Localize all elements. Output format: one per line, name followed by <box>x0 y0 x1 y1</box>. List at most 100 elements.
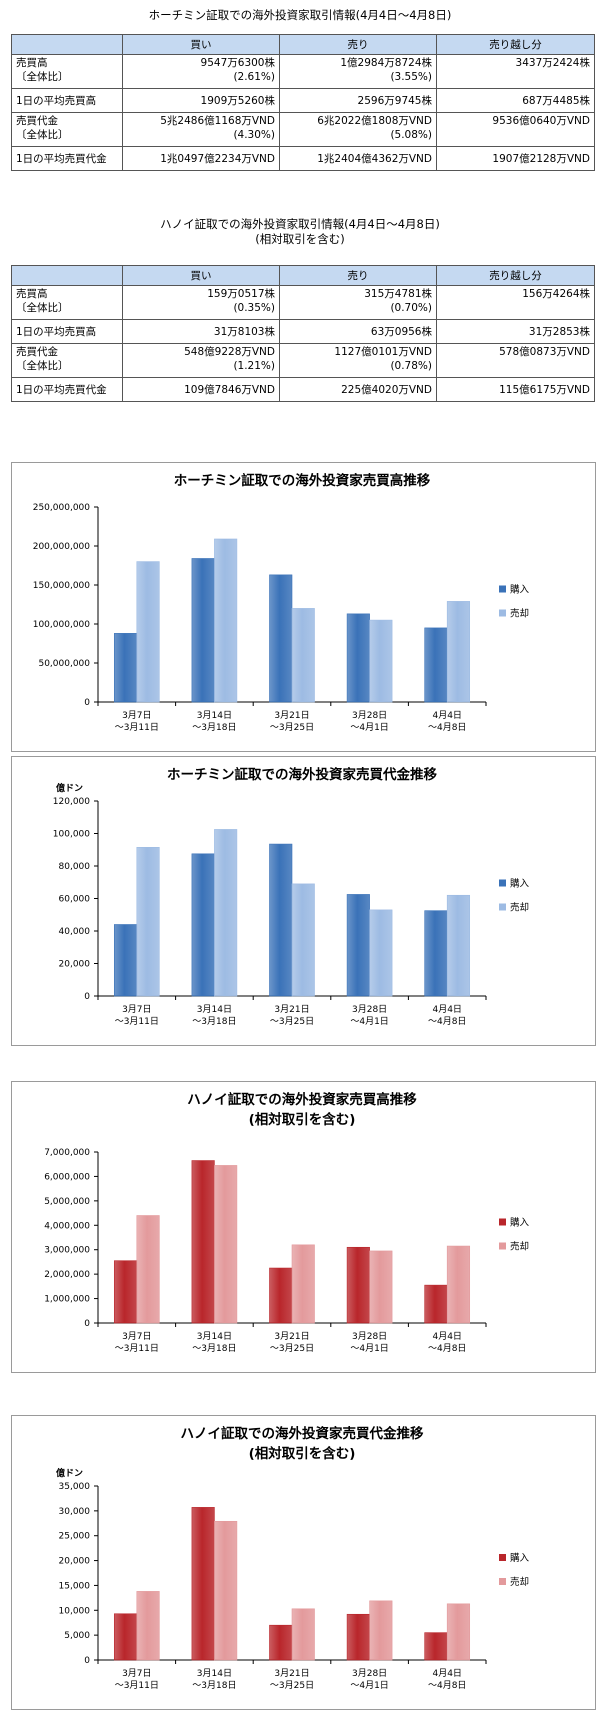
bar-sell <box>214 829 238 997</box>
x-tick-label: 3月7日 <box>122 1668 151 1679</box>
header-net-sell: 売り越し分 <box>436 34 595 55</box>
buy-value: 9547万6300株 (2.61%) <box>122 54 280 89</box>
legend-swatch-buy <box>499 585 506 593</box>
x-tick-label: 3月21日 <box>274 1004 309 1015</box>
net-sell-value: 3437万2424株 <box>436 54 595 89</box>
table-header-row: 買い 売り 売り越し分 <box>11 34 595 55</box>
x-tick-label: ～4月8日 <box>428 722 466 733</box>
chart-title: ハノイ証取での海外投資家売買高推移 <box>187 1091 417 1108</box>
legend-label-buy: 購入 <box>510 1552 530 1564</box>
net-sell-value-line: 9536億0640万VND <box>492 115 590 127</box>
bar-sell <box>136 1215 160 1324</box>
bar-sell <box>214 1165 238 1324</box>
buy-value: 1909万5260株 <box>122 88 280 113</box>
sell-value-line: 225億4020万VND <box>341 383 432 396</box>
net-sell-value: 9536億0640万VND <box>436 112 595 147</box>
x-tick-label: 3月28日 <box>352 1668 387 1679</box>
row-label-line: 売買代金 <box>16 115 58 127</box>
y-tick-label: 4,000,000 <box>44 1221 90 1231</box>
y-tick-label: 20,000 <box>59 960 91 970</box>
table-row: 売買代金 〔全体比〕 548億9228万VND (1.21%) 1127億0101万VN… <box>11 343 595 378</box>
y-tick-label: 80,000 <box>59 862 91 872</box>
y-tick-label: 5,000 <box>64 1631 90 1641</box>
y-tick-label: 50,000,000 <box>38 659 90 669</box>
bar-buy <box>269 1267 293 1324</box>
sell-value: 2596万9745株 <box>279 88 437 113</box>
row-label-line: 売買高 <box>16 57 48 69</box>
net-sell-value-line: 1907億2128万VND <box>492 152 590 165</box>
y-tick-label: 100,000 <box>53 830 90 840</box>
legend-label-buy: 購入 <box>510 584 530 596</box>
x-tick-label: 3月7日 <box>122 710 151 721</box>
header-empty <box>11 265 123 286</box>
x-tick-label: ～3月18日 <box>192 1680 236 1691</box>
header-sell: 売り <box>279 34 437 55</box>
y-tick-label: 30,000 <box>59 1507 91 1517</box>
sell-value-line: 1兆2404億4362万VND <box>317 152 432 165</box>
row-label: 売買代金 〔全体比〕 <box>11 112 123 147</box>
sell-value-line: 6兆2022億1808万VND <box>317 115 432 127</box>
y-tick-label: 5,000,000 <box>44 1197 90 1207</box>
net-sell-value: 1907億2128万VND <box>436 146 595 171</box>
y-unit-label: 億ドン <box>56 782 83 794</box>
y-tick-label: 2,000,000 <box>44 1270 90 1280</box>
buy-value-line: (1.21%) <box>233 360 275 372</box>
sell-value-line: (5.08%) <box>390 129 432 141</box>
x-tick-label: 4月4日 <box>432 1668 461 1679</box>
legend-swatch-sell <box>499 609 506 617</box>
y-tick-label: 0 <box>84 1319 90 1329</box>
x-tick-label: ～3月18日 <box>192 1016 236 1027</box>
row-label: 1日の平均売買代金 <box>11 146 123 171</box>
net-sell-value-line: 31万2853株 <box>528 325 590 338</box>
x-tick-label: ～4月1日 <box>350 1680 388 1691</box>
sell-value-line: (3.55%) <box>390 71 432 83</box>
bar-buy <box>424 910 448 997</box>
chart-hn-value-svg: ハノイ証取での海外投資家売買代金推移 (相対取引を含む) 億ドン 0 5,000 10,0… <box>56 1425 530 1691</box>
header-sell: 売り <box>279 265 437 286</box>
buy-value: 31万8103株 <box>122 319 280 344</box>
x-tick-label: 3月7日 <box>122 1331 151 1342</box>
buy-value-line: 31万8103株 <box>213 325 275 338</box>
bar-buy <box>346 1246 370 1324</box>
y-tick-label: 40,000 <box>59 927 91 937</box>
bar-sell <box>291 1244 315 1324</box>
row-label: 売買高 〔全体比〕 <box>11 54 123 89</box>
legend-swatch-buy <box>499 1554 506 1561</box>
row-label-line: 〔全体比〕 <box>16 360 69 372</box>
hcm-table-title: ホーチミン証取での海外投資家取引情報(4月4日～4月8日) <box>148 8 452 22</box>
chart-title: ホーチミン証取での海外投資家売買代金推移 <box>167 766 437 783</box>
y-unit-label: 億ドン <box>56 1467 83 1479</box>
bar-sell <box>369 909 393 997</box>
x-tick-label: 4月4日 <box>432 710 461 721</box>
x-tick-label: 3月14日 <box>197 1004 232 1015</box>
legend-swatch-buy <box>499 1218 506 1226</box>
table-row: 売買代金 〔全体比〕 5兆2486億1168万VND (4.30%) 6兆2022億18… <box>11 112 595 147</box>
x-tick-label: ～3月11日 <box>115 1016 159 1027</box>
x-tick-label: 3月7日 <box>122 1004 151 1015</box>
x-tick-label: ～3月11日 <box>115 1680 159 1691</box>
x-tick-label: ～4月1日 <box>350 1016 388 1027</box>
net-sell-value-line: 115億6175万VND <box>499 383 590 396</box>
net-sell-value: 578億0873万VND <box>436 343 595 378</box>
buy-value: 1兆0497億2234万VND <box>122 146 280 171</box>
y-tick-label: 25,000 <box>59 1532 91 1542</box>
bar-sell <box>291 883 315 997</box>
y-tick-label: 60,000 <box>59 895 91 905</box>
x-tick-label: 3月21日 <box>274 1668 309 1679</box>
x-tick-label: 3月21日 <box>274 710 309 721</box>
buy-value-line: 109億7846万VND <box>184 383 275 396</box>
chart-hn-value: ハノイ証取での海外投資家売買代金推移 (相対取引を含む) 億ドン 0 5,000 10,0… <box>11 1415 596 1710</box>
bar-buy <box>269 1624 293 1661</box>
sell-value-line: 1億2984万8724株 <box>340 57 432 69</box>
row-label: 1日の平均売買高 <box>11 319 123 344</box>
y-tick-label: 3,000,000 <box>44 1246 90 1256</box>
sell-value: 1億2984万8724株 (3.55%) <box>279 54 437 89</box>
y-tick-label: 7,000,000 <box>44 1148 90 1158</box>
bar-sell <box>291 1608 315 1661</box>
table-row: 1日の平均売買高 31万8103株 63万0956株 31万2853株 <box>11 319 595 344</box>
header-buy: 買い <box>122 34 280 55</box>
legend-label-sell: 売却 <box>510 1576 529 1588</box>
table-row: 1日の平均売買代金 109億7846万VND 225億4020万VND 115億617… <box>11 377 595 402</box>
bar-sell <box>214 538 238 703</box>
